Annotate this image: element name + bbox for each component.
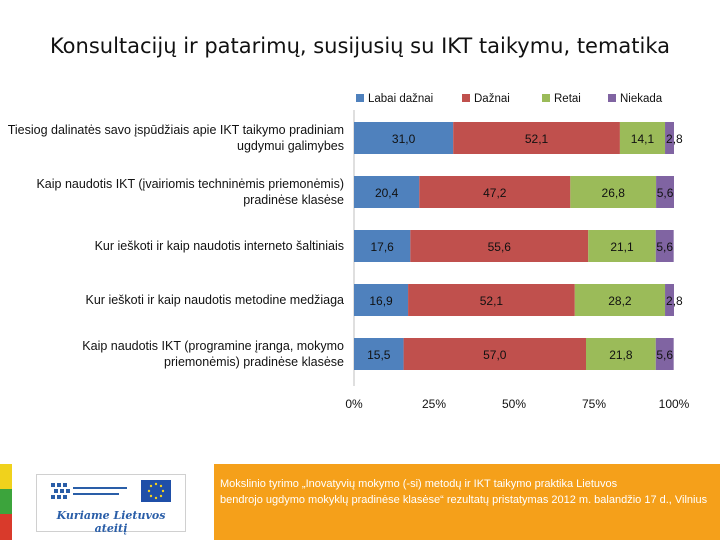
bar-3-2 — [570, 176, 657, 208]
category-label-5: Kaip naudotis IKT (programine įranga, mo… — [82, 339, 344, 369]
flag-stripe-green — [0, 489, 12, 514]
legend-swatch-3 — [542, 94, 550, 102]
legend-label-1: Labai dažnai — [368, 93, 433, 105]
bar-2-4 — [408, 284, 575, 316]
x-tick-5: 100% — [659, 397, 690, 411]
bar-4-5 — [655, 338, 674, 370]
footer-caption-line-2: bendrojo ugdymo mokyklų pradinėse klasės… — [220, 494, 708, 506]
data-label-3-4: 28,2 — [608, 294, 632, 308]
category-label-4: Kur ieškoti ir kaip naudotis metodine me… — [85, 293, 344, 307]
sponsor-logo-box: Kuriame Lietuvos ateitį — [36, 474, 186, 535]
legend-swatch-1 — [356, 94, 364, 102]
data-label-4-1: 2,8 — [666, 132, 683, 146]
bar-3-3 — [588, 230, 656, 262]
data-label-4-3: 5,6 — [656, 240, 673, 254]
bar-2-1 — [453, 122, 620, 154]
logo-slogan: Kuriame Lietuvos ateitį — [56, 509, 166, 535]
legend-swatch-4 — [608, 94, 616, 102]
legend-label-3: Retai — [554, 93, 581, 105]
footer-caption: Mokslinio tyrimo „Inovatyvių mokymo (-si… — [214, 464, 720, 540]
data-label-3-3: 21,1 — [610, 240, 634, 254]
data-label-2-4: 52,1 — [480, 294, 504, 308]
footer-caption-line-1: Mokslinio tyrimo „Inovatyvių mokymo (-si… — [220, 478, 618, 490]
bar-2-2 — [419, 176, 571, 208]
data-label-2-1: 52,1 — [525, 132, 549, 146]
x-tick-2: 25% — [422, 397, 446, 411]
bar-2-3 — [410, 230, 589, 262]
legend-swatch-2 — [462, 94, 470, 102]
data-label-2-5: 57,0 — [483, 348, 507, 362]
data-label-1-1: 31,0 — [392, 132, 416, 146]
category-label-1: Tiesiog dalinatės savo įspūdžiais apie I… — [7, 123, 344, 153]
data-label-3-5: 21,8 — [609, 348, 633, 362]
bar-1-4 — [354, 284, 409, 316]
chart-title: Konsultacijų ir patarimų, susijusių su I… — [49, 34, 671, 58]
legend-label-4: Niekada — [620, 93, 663, 105]
bar-1-5 — [354, 338, 404, 370]
bar-3-4 — [574, 284, 666, 316]
flag-stripe-red — [0, 514, 12, 540]
data-label-2-2: 47,2 — [483, 186, 507, 200]
data-label-1-4: 16,9 — [369, 294, 393, 308]
data-label-3-1: 14,1 — [631, 132, 655, 146]
bar-4-4 — [665, 284, 674, 316]
bar-4-1 — [665, 122, 674, 154]
flag-stripe-yellow — [0, 464, 12, 489]
chart-legend: Labai dažnai Dažnai Retai Niekada — [356, 93, 663, 105]
data-label-1-2: 20,4 — [375, 186, 399, 200]
category-label-2: Kaip naudotis IKT (įvairiomis techninėmi… — [36, 177, 344, 207]
bar-1-1 — [354, 122, 454, 154]
x-ticks: 0% 25% 50% 75% 100% — [345, 397, 689, 411]
data-label-3-2: 26,8 — [602, 186, 626, 200]
bar-1-2 — [354, 176, 420, 208]
x-tick-4: 75% — [582, 397, 606, 411]
bar-3-1 — [619, 122, 666, 154]
bar-4-3 — [655, 230, 674, 262]
category-label-3: Kur ieškoti ir kaip naudotis interneto š… — [94, 239, 344, 253]
data-label-1-3: 17,6 — [370, 240, 394, 254]
eu-funding-logo-icon — [51, 480, 171, 502]
legend-label-2: Dažnai — [474, 93, 510, 105]
bar-4-2 — [656, 176, 674, 208]
data-label-1-5: 15,5 — [367, 348, 391, 362]
bar-1-3 — [354, 230, 411, 262]
bar-2-5 — [403, 338, 586, 370]
bars: 31,0 52,1 14,1 2,8 20,4 47,2 26,8 5,6 17,6 55,6 21… — [354, 122, 683, 370]
data-label-4-5: 5,6 — [656, 348, 673, 362]
data-label-4-4: 2,8 — [666, 294, 683, 308]
data-label-2-3: 55,6 — [488, 240, 512, 254]
stacked-bar-chart: Labai dažnai Dažnai Retai Niekada 31,0 52,1 1… — [345, 93, 689, 411]
data-label-4-2: 5,6 — [657, 186, 674, 200]
bar-3-5 — [586, 338, 656, 370]
footer — [0, 464, 720, 540]
x-tick-1: 0% — [345, 397, 363, 411]
x-tick-3: 50% — [502, 397, 526, 411]
